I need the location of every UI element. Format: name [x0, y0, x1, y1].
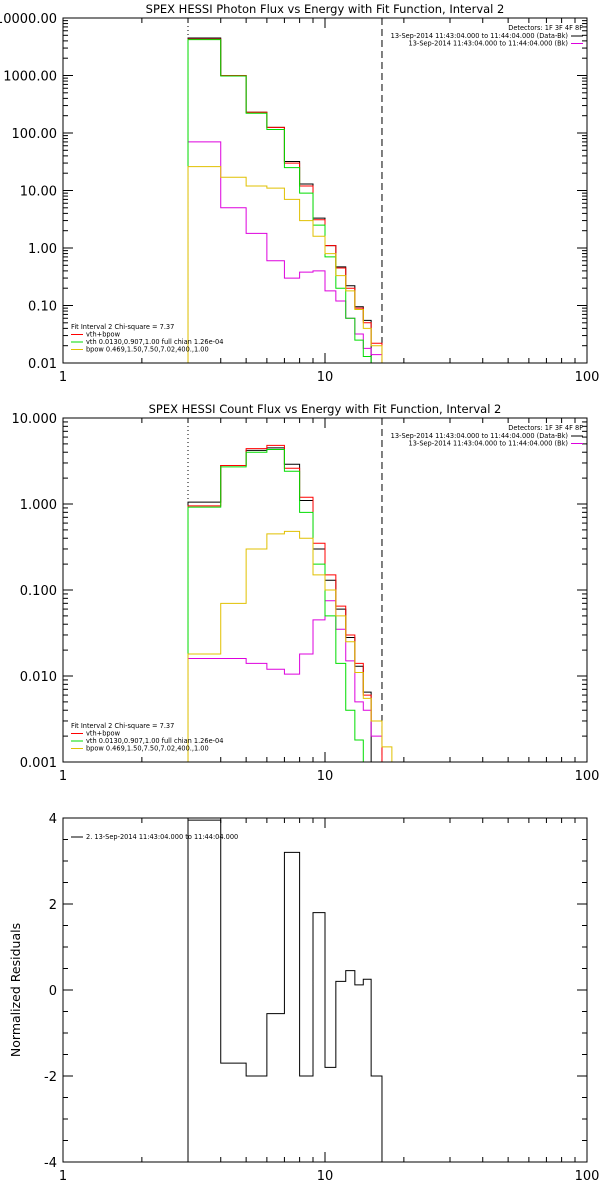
- x-tick-label: 1: [59, 1169, 67, 1184]
- series-vth-step-line: [187, 39, 372, 363]
- legend-entry-text: vth+bpow: [86, 331, 121, 339]
- y-tick-label: 0.100: [20, 584, 57, 599]
- series-vth-step-line: [187, 449, 372, 762]
- x-tick-label: 100: [575, 370, 600, 385]
- y-axis-label: Normalized Residuals: [8, 923, 23, 1057]
- y-tick-label: 1.000: [20, 498, 57, 513]
- series-total-step-line: [187, 444, 383, 762]
- series-bpow-step-line: [187, 166, 392, 363]
- series-total-step-line: [187, 38, 383, 363]
- panel-2: SPEX HESSI Count Flux vs Energy with Fit…: [12, 402, 600, 784]
- detectors-label: Detectors: 1F 3F 4F 8F: [508, 24, 583, 32]
- fit-interval-label: Fit Interval 2 Chi-square = 7.37: [71, 323, 174, 331]
- chart-title: SPEX HESSI Count Flux vs Energy with Fit…: [149, 402, 502, 416]
- y-tick-label: 4: [49, 812, 57, 827]
- y-tick-label: 10000.00: [0, 12, 57, 27]
- x-tick-label: 1: [59, 769, 67, 784]
- legend-entry-text: 2. 13-Sep-2014 11:43:04.000 to 11:44:04.…: [86, 833, 238, 841]
- y-tick-label: 0.010: [20, 670, 57, 685]
- y-tick-label: 1000.00: [3, 70, 57, 85]
- series-bpow-step-line: [187, 530, 405, 762]
- legend-entry-text: 13-Sep-2014 11:43:04.000 to 11:44:04.000…: [409, 40, 568, 48]
- x-tick-label: 100: [575, 1169, 600, 1184]
- legend-entry-text: 13-Sep-2014 11:43:04.000 to 11:44:04.000…: [391, 32, 568, 40]
- legend-entry-text: 13-Sep-2014 11:43:04.000 to 11:44:04.000…: [409, 440, 568, 448]
- series-bkg-step-line: [187, 600, 383, 762]
- chart-title: SPEX HESSI Photon Flux vs Energy with Fi…: [146, 2, 505, 16]
- legend-entry-text: vth+bpow: [86, 730, 121, 738]
- plot-frame: [62, 817, 588, 1163]
- fit-interval-label: Fit Interval 2 Chi-square = 7.37: [71, 722, 174, 730]
- legend-entry-text: bpow 0.469,1.50,7.50,7.02,400.,1.00: [86, 745, 209, 753]
- x-tick-label: 10: [317, 370, 334, 385]
- detectors-label: Detectors: 1F 3F 4F 8F: [508, 424, 583, 432]
- legend-entry-text: vth 0.0130,0.907,1.00 full chian 1.26e-0…: [86, 338, 223, 346]
- panel-1: SPEX HESSI Photon Flux vs Energy with Fi…: [0, 2, 599, 385]
- legend-entry-text: bpow 0.469,1.50,7.50,7.02,400.,1.00: [86, 346, 209, 354]
- series-bkg-step-line: [187, 141, 383, 363]
- series-data-step-line: [187, 447, 372, 762]
- y-tick-label: 0: [49, 984, 57, 999]
- panel-3: Normalized Residuals 1 10 100 -4 -2 0 2 4 2. 13-S…: [8, 812, 599, 1184]
- y-tick-label: 0.01: [28, 357, 57, 372]
- x-tick-label: 10: [317, 1169, 334, 1184]
- x-tick-label: 10: [317, 769, 334, 784]
- y-tick-label: 0.001: [20, 756, 57, 771]
- y-tick-label: -2: [44, 1070, 57, 1085]
- series-data-step-line: [187, 37, 372, 363]
- plot-frame: [62, 417, 588, 763]
- y-tick-label: -4: [44, 1156, 57, 1171]
- y-tick-label: 1.00: [28, 242, 57, 257]
- y-tick-label: 0.10: [28, 300, 57, 315]
- legend-entry-text: 13-Sep-2014 11:43:04.000 to 11:44:04.000…: [391, 432, 568, 440]
- y-tick-label: 100.00: [12, 127, 58, 142]
- series-residuals-step-line: [187, 819, 383, 1162]
- y-tick-label: 2: [49, 898, 57, 913]
- x-tick-label: 100: [575, 769, 600, 784]
- y-tick-label: 10.00: [20, 185, 57, 200]
- plot-frame: [62, 17, 588, 364]
- y-tick-label: 10.000: [12, 412, 58, 427]
- x-tick-label: 1: [59, 370, 67, 385]
- legend-entry-text: vth 0.0130,0.907,1.00 full chian 1.26e-0…: [86, 737, 223, 745]
